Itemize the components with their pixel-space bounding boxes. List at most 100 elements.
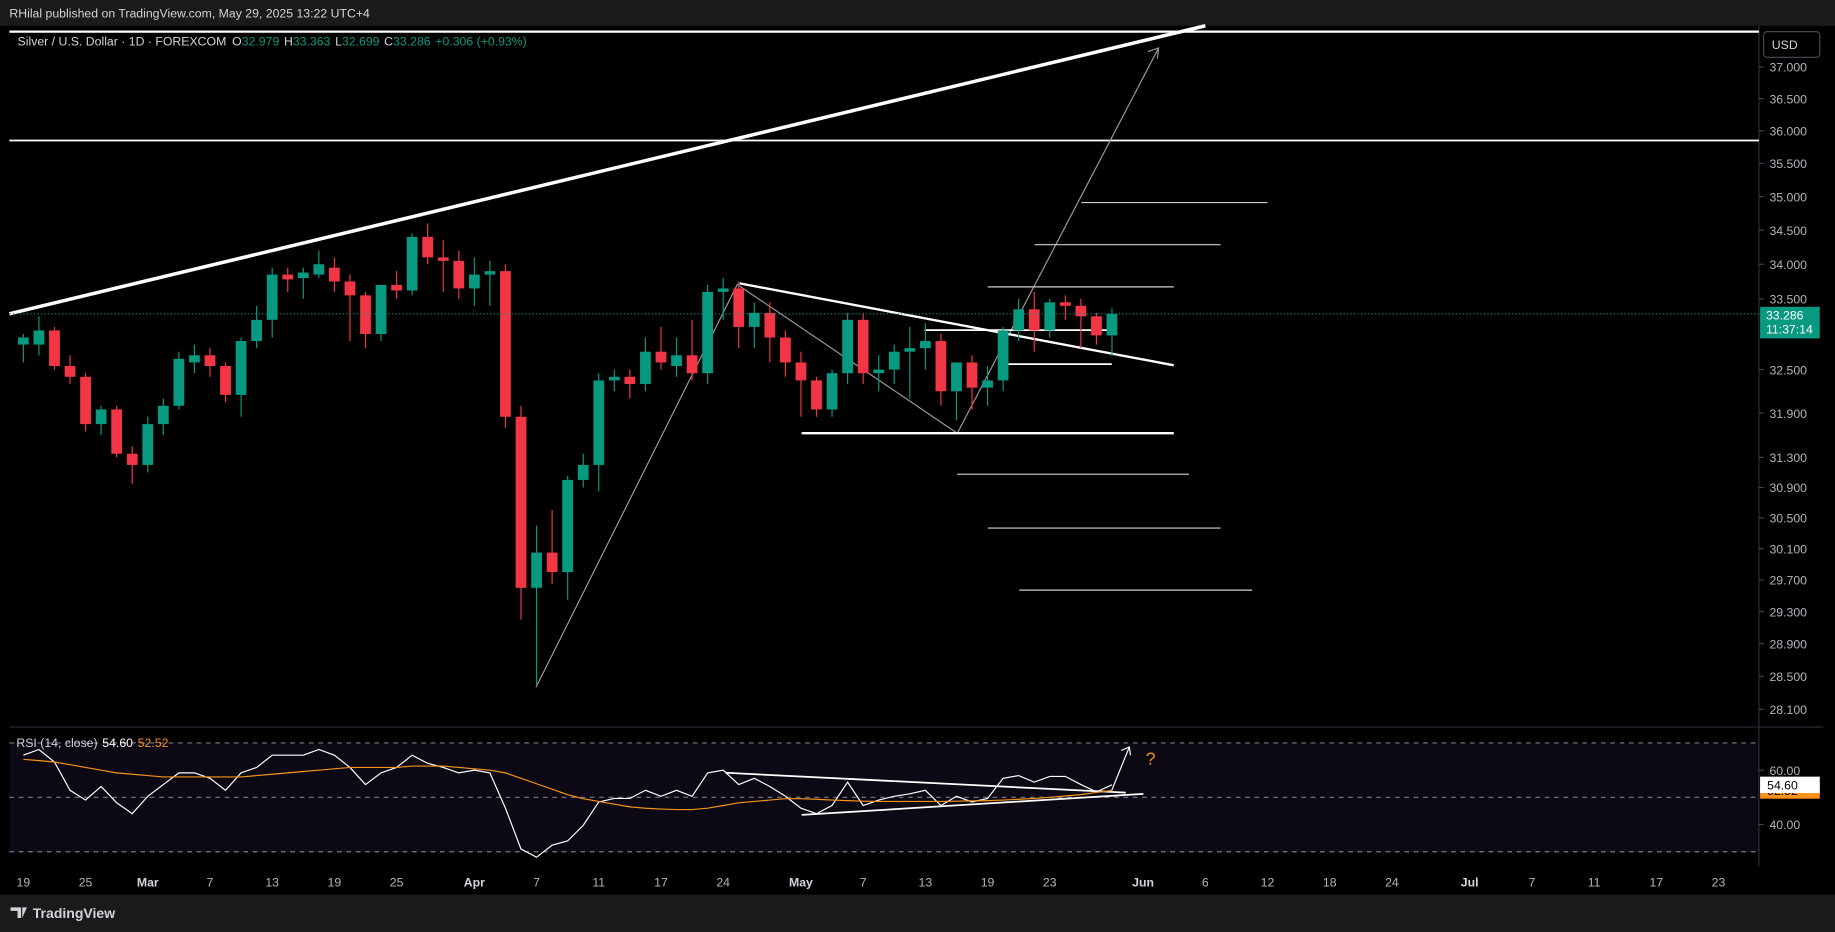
y-tick-label: 30.900 bbox=[1769, 481, 1807, 495]
rsi-badge-label: 54.60 bbox=[1767, 779, 1798, 793]
brand: TradingView bbox=[33, 905, 115, 921]
trend-line bbox=[8, 24, 1206, 316]
annotation: ? bbox=[1146, 749, 1156, 769]
arrow-head bbox=[1120, 746, 1132, 756]
candle-body bbox=[608, 376, 620, 381]
y-tick-label: 29.700 bbox=[1769, 574, 1807, 588]
rsi-arrow bbox=[1111, 746, 1130, 791]
candle-body bbox=[126, 453, 138, 465]
candle-body bbox=[919, 341, 931, 349]
candle-body bbox=[173, 358, 185, 406]
open-value: 32.979 bbox=[242, 35, 280, 49]
candle-body bbox=[562, 479, 574, 573]
header-legend: Silver / U.S. Dollar · 1D · FOREXCOM O32.… bbox=[18, 35, 527, 49]
candle-body bbox=[1059, 302, 1071, 306]
candle-body bbox=[577, 464, 589, 480]
candle-body bbox=[655, 351, 667, 363]
y-tick-label: 28.100 bbox=[1769, 703, 1807, 717]
candle-body bbox=[546, 552, 558, 573]
candle-body bbox=[266, 274, 278, 320]
candle-body bbox=[857, 319, 869, 374]
candle-body bbox=[717, 288, 729, 292]
candle-body bbox=[873, 369, 885, 374]
x-tick-label: May bbox=[789, 875, 813, 889]
candle-body bbox=[1028, 309, 1040, 331]
x-tick-label: 7 bbox=[533, 875, 540, 889]
y-tick-label: 36.000 bbox=[1769, 124, 1807, 138]
candle-body bbox=[686, 355, 698, 374]
candle-body bbox=[64, 366, 76, 377]
candle-body bbox=[531, 552, 542, 588]
trend-line bbox=[739, 282, 1175, 367]
high-value: 33.363 bbox=[293, 35, 331, 49]
candle-body bbox=[1091, 316, 1102, 336]
x-tick-label: 19 bbox=[328, 875, 342, 889]
rsi-trend-line bbox=[801, 792, 1144, 816]
candle-body bbox=[826, 373, 838, 410]
top-bar bbox=[0, 0, 1835, 26]
y-tick-label: 28.900 bbox=[1769, 637, 1807, 651]
x-tick-label: Mar bbox=[137, 875, 159, 889]
candle-body bbox=[142, 424, 154, 465]
candle-body bbox=[157, 405, 169, 425]
candle-body bbox=[888, 351, 900, 370]
candle-body bbox=[1013, 309, 1025, 331]
last-price-badge bbox=[1760, 306, 1820, 339]
candle-body bbox=[282, 274, 294, 280]
candle-body bbox=[733, 288, 745, 327]
candle-body bbox=[966, 362, 978, 388]
y-tick-label: 60.00 bbox=[1769, 764, 1800, 778]
x-tick-label: 25 bbox=[390, 875, 404, 889]
candle-body bbox=[111, 409, 123, 454]
ohlc-letter: O bbox=[232, 35, 242, 49]
change: +0.306 (+0.93%) bbox=[435, 35, 526, 49]
y-tick-label: 40.00 bbox=[1769, 818, 1800, 832]
x-tick-label: 7 bbox=[860, 875, 867, 889]
y-tick-label: 29.300 bbox=[1769, 605, 1807, 619]
x-tick-label: 11 bbox=[592, 875, 605, 889]
x-tick-label: 25 bbox=[79, 875, 93, 889]
x-tick-label: 19 bbox=[17, 875, 31, 889]
x-tick-label: 23 bbox=[1043, 875, 1057, 889]
candle-body bbox=[344, 281, 356, 296]
y-tick-label: 28.500 bbox=[1769, 670, 1807, 684]
x-tick-label: Jul bbox=[1461, 875, 1479, 889]
y-tick-label: 36.500 bbox=[1769, 92, 1807, 106]
candle-body bbox=[360, 295, 371, 334]
publisher-line: RHilal published on TradingView.com, May… bbox=[9, 7, 370, 21]
candle-body bbox=[375, 284, 387, 334]
x-tick-label: 19 bbox=[981, 875, 995, 889]
logo-mark bbox=[10, 907, 27, 918]
candle-body bbox=[593, 380, 605, 465]
rsi-legend: RSI (14, close) 54.60 52.52 bbox=[16, 736, 168, 750]
currency-button[interactable] bbox=[1763, 31, 1821, 58]
candle-body bbox=[329, 267, 340, 282]
candle-body bbox=[468, 274, 480, 289]
y-tick-label: 35.500 bbox=[1769, 157, 1807, 171]
candle-body bbox=[80, 376, 91, 425]
y-tick-label: 31.900 bbox=[1769, 407, 1807, 421]
rsi-value: 54.60 bbox=[102, 736, 133, 750]
rsi-trend-line bbox=[725, 771, 1126, 794]
candle-body bbox=[1044, 302, 1056, 331]
candle-body bbox=[422, 236, 434, 258]
x-tick-label: 6 bbox=[1202, 875, 1209, 889]
ohlc-letter: L bbox=[335, 35, 342, 49]
symbol: Silver / U.S. Dollar · 1D · FOREXCOM bbox=[18, 35, 227, 49]
rsi-line bbox=[23, 758, 1113, 811]
candle-body bbox=[904, 348, 916, 352]
y-tick-label: 32.500 bbox=[1769, 363, 1807, 377]
currency[interactable]: USD bbox=[1772, 38, 1798, 52]
y-tick-label: 30.500 bbox=[1769, 512, 1807, 526]
candle-body bbox=[251, 319, 263, 342]
candle-body bbox=[624, 376, 636, 385]
candle-body bbox=[1106, 313, 1118, 336]
bottom-bar bbox=[0, 894, 1835, 932]
y-tick-label: 37.000 bbox=[1769, 61, 1807, 75]
y-tick-label: 34.500 bbox=[1769, 224, 1807, 238]
rsi-badge bbox=[1760, 776, 1820, 794]
brand-logo bbox=[10, 907, 27, 918]
candle-body bbox=[764, 312, 776, 338]
x-tick-label: 23 bbox=[1712, 875, 1726, 889]
